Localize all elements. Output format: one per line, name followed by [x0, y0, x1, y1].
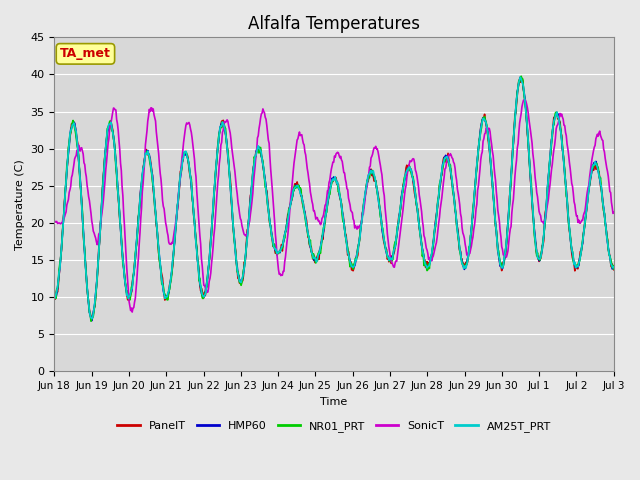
SonicT	[205, 278, 213, 284]
SonicT	[610, 209, 618, 215]
HMP60	[403, 168, 411, 174]
HMP60	[88, 318, 95, 324]
NR01_PRT	[610, 266, 618, 272]
Line: SonicT: SonicT	[54, 99, 614, 312]
SonicT	[51, 219, 58, 225]
AM25T_PRT	[119, 256, 127, 262]
HMP60	[419, 250, 427, 255]
Legend: PanelT, HMP60, NR01_PRT, SonicT, AM25T_PRT: PanelT, HMP60, NR01_PRT, SonicT, AM25T_P…	[113, 417, 555, 437]
PanelT	[176, 182, 184, 188]
AM25T_PRT	[205, 256, 213, 262]
Line: AM25T_PRT: AM25T_PRT	[54, 77, 614, 319]
PanelT	[61, 198, 68, 204]
NR01_PRT	[176, 178, 184, 184]
SonicT	[419, 223, 427, 229]
AM25T_PRT	[516, 74, 524, 80]
Line: NR01_PRT: NR01_PRT	[54, 76, 614, 321]
PanelT	[205, 258, 213, 264]
NR01_PRT	[403, 172, 411, 178]
HMP60	[205, 260, 213, 265]
Line: PanelT: PanelT	[54, 77, 614, 318]
PanelT	[517, 74, 525, 80]
AM25T_PRT	[176, 179, 184, 185]
NR01_PRT	[517, 73, 525, 79]
AM25T_PRT	[419, 251, 427, 256]
Text: TA_met: TA_met	[60, 48, 111, 60]
SonicT	[61, 214, 68, 220]
SonicT	[403, 175, 411, 180]
HMP60	[176, 180, 184, 185]
AM25T_PRT	[403, 168, 411, 173]
HMP60	[516, 74, 524, 80]
NR01_PRT	[205, 258, 213, 264]
SonicT	[118, 184, 126, 190]
NR01_PRT	[61, 202, 68, 207]
HMP60	[119, 257, 127, 263]
AM25T_PRT	[61, 202, 68, 208]
X-axis label: Time: Time	[321, 396, 348, 407]
PanelT	[403, 162, 411, 168]
NR01_PRT	[51, 296, 58, 301]
NR01_PRT	[119, 261, 127, 267]
HMP60	[61, 201, 68, 207]
AM25T_PRT	[51, 295, 58, 300]
SonicT	[129, 309, 136, 315]
PanelT	[88, 315, 95, 321]
HMP60	[610, 263, 618, 269]
Line: HMP60: HMP60	[54, 77, 614, 321]
AM25T_PRT	[610, 264, 618, 270]
PanelT	[119, 255, 127, 261]
Title: Alfalfa Temperatures: Alfalfa Temperatures	[248, 15, 420, 33]
SonicT	[521, 96, 529, 102]
AM25T_PRT	[88, 316, 95, 322]
Y-axis label: Temperature (C): Temperature (C)	[15, 159, 25, 250]
NR01_PRT	[419, 249, 427, 255]
HMP60	[51, 294, 58, 300]
PanelT	[610, 267, 618, 273]
SonicT	[176, 180, 184, 186]
PanelT	[51, 294, 58, 300]
NR01_PRT	[87, 318, 95, 324]
PanelT	[419, 251, 427, 256]
